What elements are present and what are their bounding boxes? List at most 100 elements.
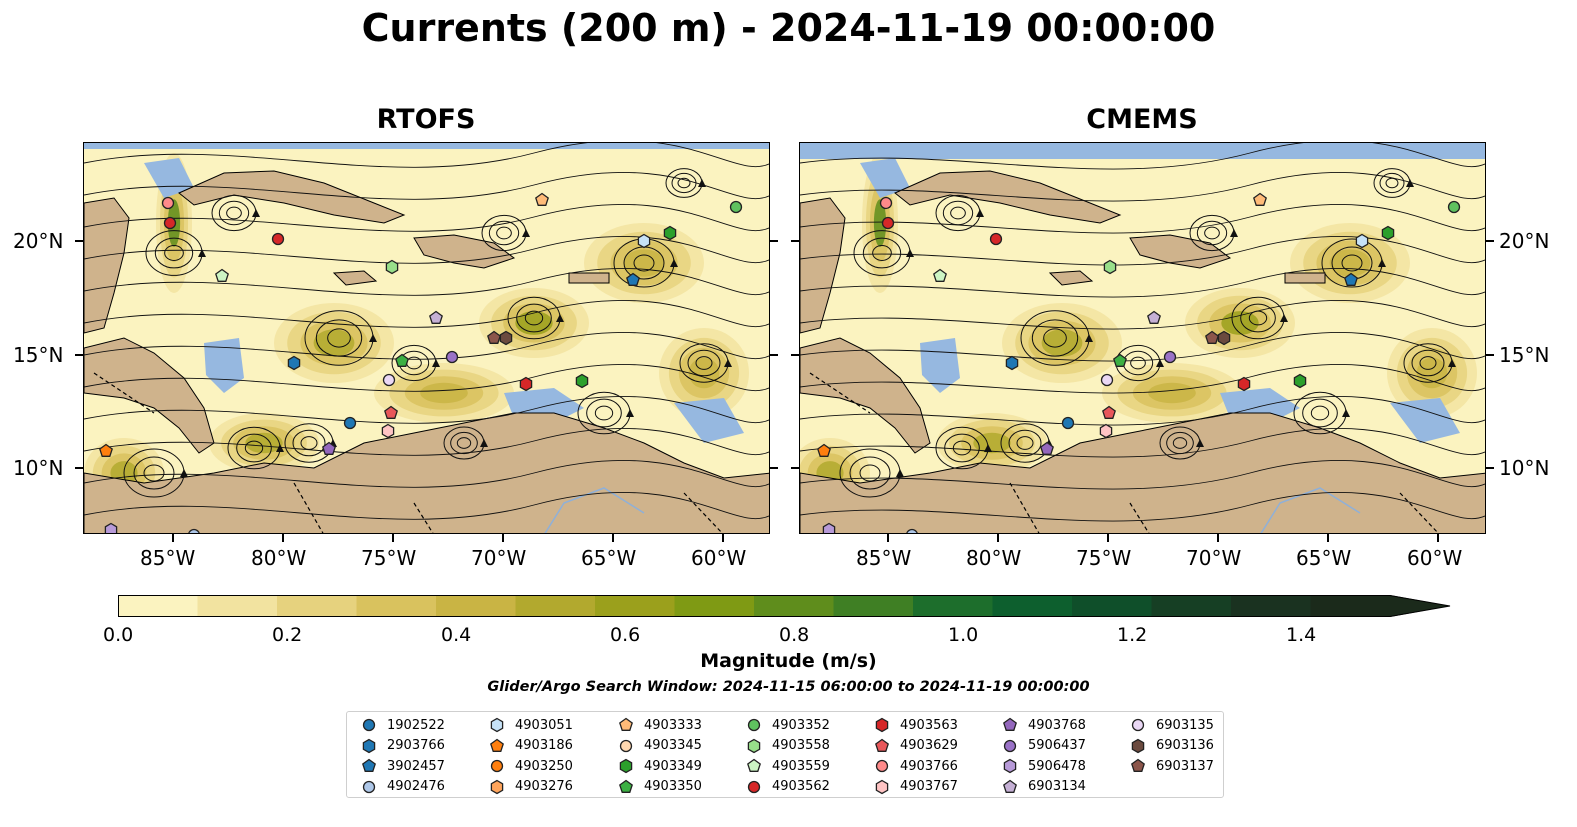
rtofs-float-marker [575,373,589,389]
lon-label: 85°W [856,546,912,570]
cmems-float-marker [1217,330,1231,346]
colorbar-segment [436,595,516,617]
cmems-float-marker [1005,355,1019,371]
legend-item: 2903766 [361,736,445,756]
rtofs-map[interactable] [83,142,770,534]
legend-marker-icon [1131,758,1145,772]
float-legend: 1902522 2903766 3902457 4902476 4903051 49031… [346,711,1224,798]
legend-marker-icon [875,717,889,733]
legend-item: 4902476 [361,777,445,797]
legend-marker [1003,717,1017,731]
legend-item: 6903136 [1130,736,1214,756]
legend-item: 4903186 [489,736,573,756]
legend-item: 4903559 [746,756,830,776]
legend-marker [1131,718,1145,732]
lat-label: 10°N [1499,456,1550,480]
legend-item: 4903345 [618,736,702,756]
cmems-float-marker [989,232,1003,246]
cmems-float-marker [1205,330,1219,344]
legend-marker-icon [619,717,633,731]
legend-label: 4903250 [515,758,573,774]
legend-marker [875,759,889,773]
rtofs-float-marker [343,416,357,430]
rtofs-float-marker [445,350,459,364]
cmems-float-marker [906,528,918,533]
legend-marker-icon [1131,718,1145,732]
legend-marker-icon [875,759,889,773]
legend-item: 4903768 [1002,715,1086,735]
legend-label: 4903768 [1028,717,1086,733]
rtofs-float-marker [535,192,549,206]
cmems-float-marker [1293,373,1307,389]
rtofs-float-marker [499,330,513,346]
legend-marker-icon [362,738,376,753]
rtofs-float-marker [429,310,443,324]
legend-marker-icon [619,758,633,774]
colorbar-tick-label: 0.2 [272,624,303,646]
cmems-float-marker [1237,376,1251,392]
legend-marker [875,779,889,794]
colorbar-segment [1310,595,1391,617]
legend-marker [1003,739,1017,752]
legend-label: 4903767 [900,779,958,794]
lat-label: 15°N [13,343,64,367]
legend-marker [362,738,376,753]
legend-marker [875,717,889,733]
legend-item: 4903350 [618,777,702,797]
panel-title-cmems: CMEMS [1086,104,1198,135]
legend-marker-icon [490,738,504,752]
legend-label: 1902522 [387,717,445,733]
axis-tick [612,534,614,542]
colorbar-segment [754,595,834,617]
legend-marker [490,738,504,752]
legend-label: 4903559 [772,758,830,774]
figure-title: Currents (200 m) - 2024-11-19 00:00:00 [361,6,1216,50]
rtofs-float-marker [637,233,651,249]
cmems-float-marker [1061,416,1075,430]
legend-item: 4903051 [489,715,573,735]
legend-item: 6903135 [1130,715,1214,735]
cmems-float-marker [1253,192,1267,206]
legend-marker-icon [490,717,504,733]
legend-marker [747,718,761,732]
cmems-float-marker [1099,423,1113,439]
axis-tick [1486,354,1494,356]
colorbar-title: Magnitude (m/s) [700,650,877,672]
legend-marker-icon [875,779,889,794]
axis-tick [997,534,999,542]
legend-marker [875,738,889,752]
colorbar-segment [1151,595,1232,617]
lon-label: 80°W [251,546,307,570]
colorbar [118,595,1451,617]
rtofs-float-marker [188,528,200,533]
rtofs-float-marker [381,423,395,439]
legend-marker-icon [1003,717,1017,731]
colorbar-tick-label: 1.2 [1117,624,1148,646]
axis-tick [1327,534,1329,542]
cmems-float-marker [1102,405,1116,419]
colorbar-tick-label: 0.8 [779,624,810,646]
legend-marker-icon [619,739,633,752]
rtofs-float-marker [322,441,336,455]
colorbar-tick-label: 1.0 [948,624,979,646]
legend-item: 6903134 [1002,777,1086,797]
axis-tick [1486,240,1494,242]
axis-tick [172,534,174,542]
colorbar-tick-label: 0.0 [103,624,134,646]
lat-label: 15°N [1499,343,1550,367]
rtofs-float-marker [161,196,175,210]
colorbar-segment [356,595,437,617]
colorbar-segment [913,595,993,617]
colorbar-segment [118,595,198,617]
legend-marker [490,779,504,794]
legend-marker [747,780,761,793]
cmems-map[interactable] [799,142,1486,534]
legend-label: 5906478 [1028,758,1086,774]
legend-label: 5906437 [1028,738,1086,753]
lon-label: 80°W [966,546,1022,570]
legend-label: 4903186 [515,738,573,753]
legend-item: 4903766 [874,756,958,776]
rtofs-float-marker [163,216,177,230]
lon-label: 75°W [1076,546,1132,570]
legend-label: 6903137 [1156,758,1214,774]
